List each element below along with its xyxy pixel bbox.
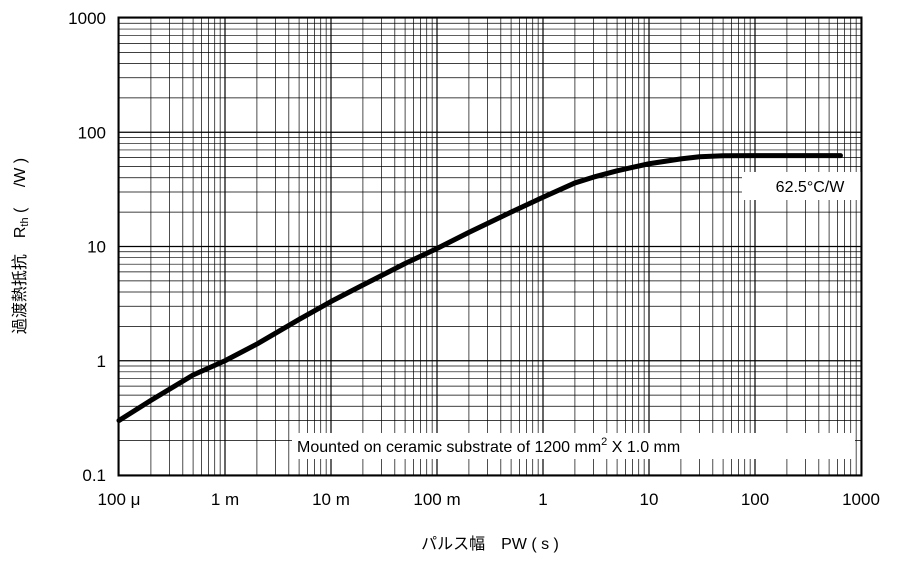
annotation-steady-state: 62.5°C/W — [742, 172, 877, 200]
annotation-mounting-main: Mounted on ceramic substrate of 1200 mm — [297, 439, 601, 456]
x-tick-label: 100 μ — [98, 490, 141, 509]
x-tick-label: 10 m — [312, 490, 350, 509]
y-tick-label: 1000 — [68, 9, 106, 28]
y-tick-label: 100 — [78, 123, 106, 142]
series-line-transient-thermal-resistance — [119, 156, 840, 421]
x-tick-labels: 100 μ 1 m 10 m 100 m 1 10 100 1000 — [98, 490, 880, 509]
y-tick-label: 1 — [97, 352, 106, 371]
annotation-mounting-text: Mounted on ceramic substrate of 1200 mm2… — [297, 436, 680, 456]
annotation-mounting-tail: X 1.0 mm — [607, 439, 680, 456]
y-axis-label-subscript: th — [19, 217, 31, 226]
x-tick-label: 1 m — [211, 490, 239, 509]
x-axis-label: パルス幅 PW ( s ) — [421, 535, 559, 553]
y-tick-label: 10 — [87, 238, 106, 257]
y-tick-label: 0.1 — [82, 466, 106, 485]
annotation-steady-state-text: 62.5°C/W — [776, 179, 846, 196]
x-tick-label: 10 — [640, 490, 659, 509]
y-axis-label: 過渡熱抵抗 Rth ( /W ) — [11, 158, 31, 334]
x-tick-label: 1000 — [842, 490, 880, 509]
y-axis-label-unit: ( /W ) — [12, 158, 29, 218]
y-tick-labels: 0.1 1 10 100 1000 — [68, 9, 106, 485]
y-axis-label-main: 過渡熱抵抗 R — [11, 227, 29, 335]
annotation-mounting: Mounted on ceramic substrate of 1200 mm2… — [292, 433, 855, 459]
x-tick-label: 100 m — [413, 490, 460, 509]
x-tick-label: 1 — [538, 490, 547, 509]
x-tick-label: 100 — [741, 490, 769, 509]
